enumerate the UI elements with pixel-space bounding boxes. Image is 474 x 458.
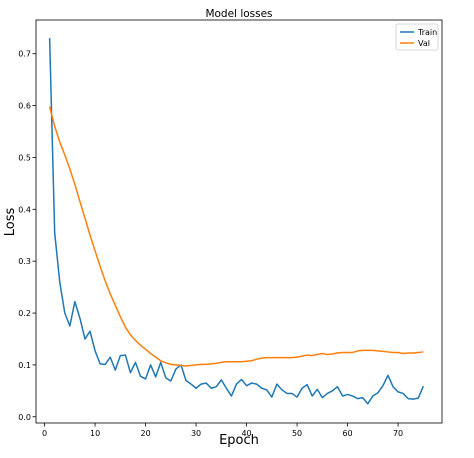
legend-label: Train — [417, 28, 437, 37]
y-tick-label: 0.2 — [18, 309, 31, 318]
x-tick-label: 0 — [42, 429, 47, 438]
y-tick-label: 0.3 — [18, 257, 31, 266]
y-tick-label: 0.0 — [18, 413, 31, 422]
x-tick-label: 20 — [140, 429, 150, 438]
chart-title: Model losses — [205, 8, 272, 20]
axis-ticks: 0 10 20 30 40 50 60 70 0.0 0.1 0.2 0.3 0.4 0.5 0.6 0.7 — [18, 50, 403, 438]
x-tick-label: 40 — [241, 429, 251, 438]
series-line-val — [48, 106, 424, 367]
y-tick-label: 0.4 — [18, 205, 31, 214]
y-tick-label: 0.5 — [18, 153, 31, 162]
series-lines — [48, 38, 425, 405]
x-tick-label: 50 — [292, 429, 302, 438]
y-tick-label: 0.6 — [18, 102, 31, 111]
x-tick-label: 60 — [342, 429, 352, 438]
series-line-train — [48, 38, 425, 405]
x-tick-label: 30 — [191, 429, 201, 438]
legend: Train Val — [395, 23, 439, 51]
y-axis-label: Loss — [3, 208, 18, 237]
y-tick-label: 0.7 — [18, 50, 31, 59]
x-tick-label: 70 — [393, 429, 403, 438]
plot-frame — [35, 19, 443, 424]
legend-label: Val — [418, 39, 430, 48]
y-tick-label: 0.1 — [18, 361, 31, 370]
x-axis-label: Epoch — [219, 433, 259, 448]
x-tick-label: 10 — [90, 429, 100, 438]
